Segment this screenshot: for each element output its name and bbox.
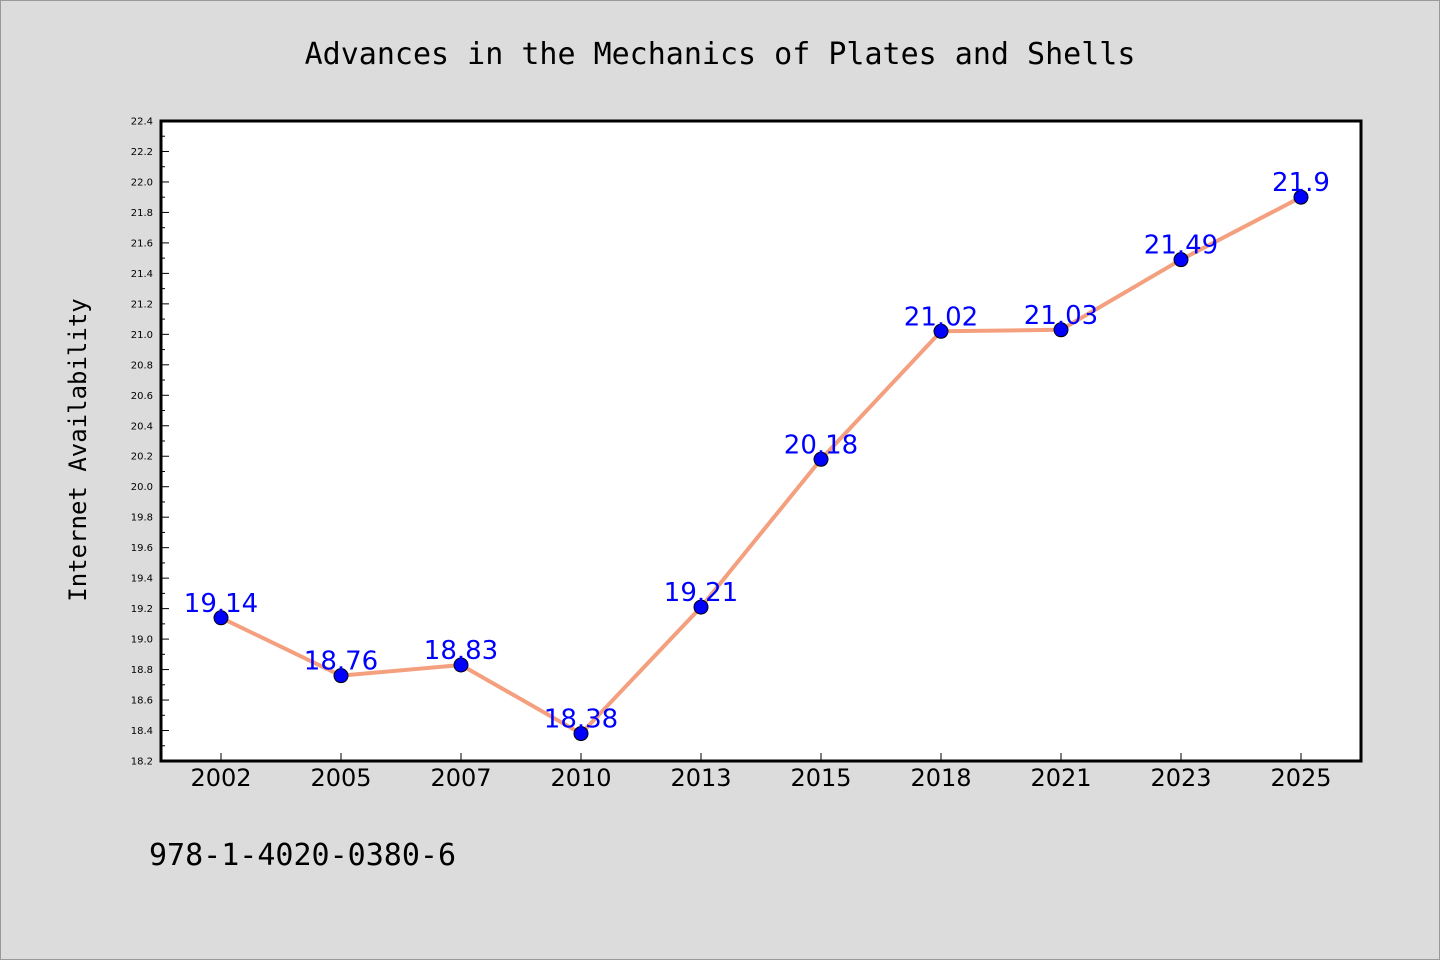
data-label: 18.76	[304, 647, 378, 677]
data-point-marker	[1053, 322, 1069, 338]
y-tick-label: 18.2	[131, 757, 153, 768]
x-tick-label: 2013	[670, 764, 731, 792]
y-tick-label: 21.2	[131, 299, 153, 310]
chart-title: Advances in the Mechanics of Plates and …	[305, 37, 1136, 72]
y-tick-label: 22.2	[131, 147, 153, 158]
data-label: 20.18	[784, 430, 858, 460]
y-axis-label: Internet Availability	[64, 298, 92, 601]
data-point-marker	[213, 610, 229, 626]
y-tick-label: 18.8	[131, 665, 153, 676]
data-label: 21.49	[1144, 231, 1218, 261]
y-tick-label: 19.6	[131, 543, 153, 554]
series-layer: 19.14 18.76 18.83 18.38 19.21 20.18 21.02 21.03…	[184, 168, 1330, 742]
data-point-marker	[1173, 252, 1189, 268]
y-tick-label: 20.2	[131, 452, 153, 463]
data-point-marker	[573, 726, 589, 742]
x-tick-label: 2018	[910, 764, 971, 792]
y-tick-label: 22.0	[131, 177, 153, 188]
x-tick-label: 2007	[430, 764, 491, 792]
x-tick-label: 2005	[310, 764, 371, 792]
y-tick-label: 19.8	[131, 513, 153, 524]
x-tick-label: 2025	[1270, 764, 1331, 792]
data-point-marker	[333, 668, 349, 684]
x-tick-label: 2002	[190, 764, 251, 792]
y-tick-label: 18.6	[131, 696, 153, 707]
plot-frame	[159, 119, 1363, 763]
data-label: 19.14	[184, 589, 258, 619]
data-point-marker	[933, 323, 949, 339]
y-tick-label: 21.6	[131, 238, 153, 249]
y-tick-label: 20.6	[131, 391, 153, 402]
y-tick-label: 19.2	[131, 604, 153, 615]
data-point-marker	[693, 599, 709, 615]
y-tick-label: 20.4	[131, 421, 153, 432]
x-tick-label: 2010	[550, 764, 611, 792]
x-tick-label: 2023	[1150, 764, 1211, 792]
y-tick-label: 20.8	[131, 360, 153, 371]
data-label: 19.21	[664, 578, 738, 608]
y-tick-label: 21.0	[131, 330, 153, 341]
y-tick-label: 20.0	[131, 482, 153, 493]
y-tick-label: 19.0	[131, 635, 153, 646]
data-point-marker	[1293, 189, 1309, 205]
x-tick-label: 2021	[1030, 764, 1091, 792]
data-point-marker	[453, 657, 469, 673]
data-label: 21.03	[1024, 301, 1098, 331]
data-label: 18.83	[424, 636, 498, 666]
data-label: 21.9	[1272, 168, 1330, 198]
x-tick-label: 2015	[790, 764, 851, 792]
data-point-marker	[813, 451, 829, 467]
y-tick-label: 22.4	[131, 117, 153, 128]
plot-area	[161, 121, 1361, 761]
x-axis-ticks: 2002 2005 2007 2010 2013 2015 2018 2021 2023 2025	[190, 753, 1332, 792]
y-tick-label: 21.4	[131, 269, 153, 280]
isbn-annotation: 978-1-4020-0380-6	[149, 838, 456, 873]
series-line	[219, 195, 1303, 736]
data-label: 21.02	[904, 302, 978, 332]
y-tick-label: 19.4	[131, 574, 153, 585]
y-tick-label: 18.4	[131, 726, 153, 737]
y-tick-label: 21.8	[131, 208, 153, 219]
data-label: 18.38	[544, 705, 618, 735]
